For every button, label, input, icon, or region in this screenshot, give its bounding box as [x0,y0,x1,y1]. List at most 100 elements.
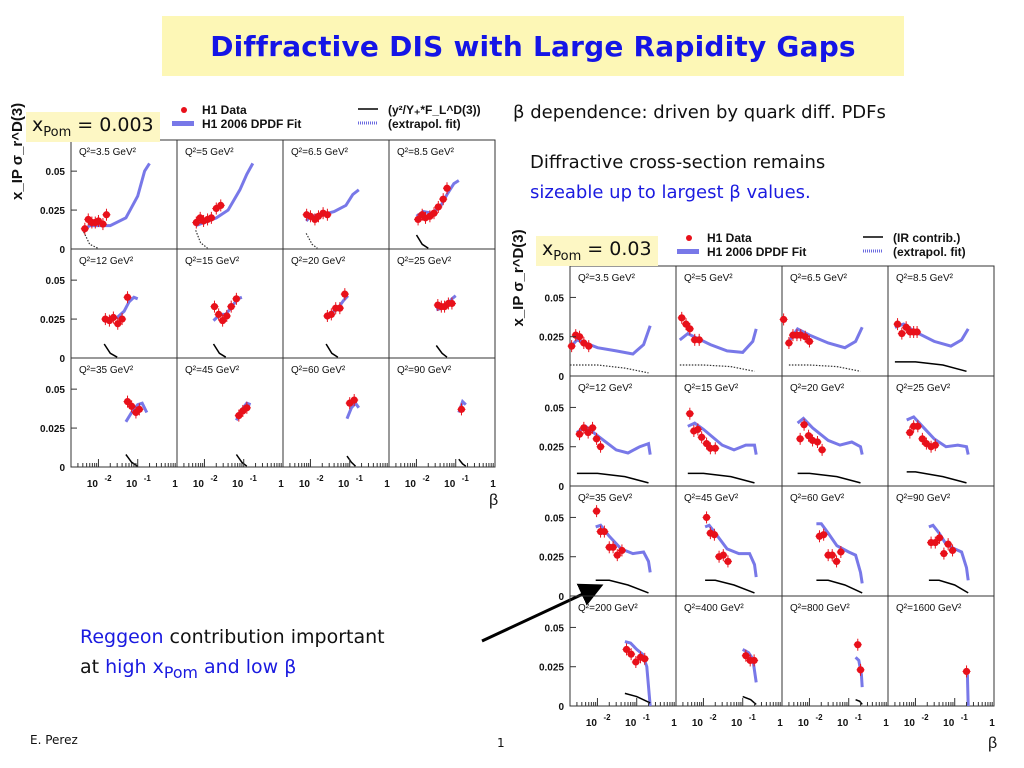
panel: Q²=20 GeV² [781,375,889,487]
panel-q2-label: Q²=90 GeV² [397,365,452,376]
data-point [742,652,750,660]
panel-q2-label: Q²=8.5 GeV² [397,147,455,158]
legend-fit-band [677,249,699,254]
data-point [780,315,788,324]
data-point [694,425,702,434]
panel: Q²=3.5 GeV² 0 0.025 0.05 [539,265,677,383]
data-point [327,310,335,318]
data-point [448,299,456,308]
x-tick-label: 10 [943,718,955,729]
data-point [575,333,584,341]
reggeon-word: Reggeon [80,626,164,648]
ir-contribution-curve [83,231,99,250]
data-point [585,342,593,350]
data-point [944,540,952,548]
reggeon-rest: contribution important [163,626,385,648]
y-tick-label: 0 [558,372,564,383]
ir-contribution-curve [305,233,318,249]
panel-q2-label: Q²=200 GeV² [578,603,638,614]
x-tick-label: 10 [299,479,311,490]
xpom-label-left: xPom = 0.003 [26,112,160,142]
x-tick-label: 10 [444,479,456,490]
ir-contribution-curve [687,472,755,484]
reggeon-annotation: Reggeon contribution important at high x… [80,622,385,688]
data-point [584,428,592,437]
data-point [632,658,640,666]
panel: Q²=15 GeV² [176,248,284,359]
legend-label: H1 2006 DPDF Fit [707,245,806,259]
ir-contribution-curve [906,471,967,484]
panel: Q²=45 GeV² [675,485,783,597]
panel: Q²=45 GeV² 10 -2 10 -1 1 [176,357,284,490]
data-point [618,546,626,555]
data-point [686,325,694,333]
data-point [719,551,727,559]
y-tick-label: 0 [558,702,564,713]
x-tick-label: 1 [883,718,889,729]
x-tick-exponent: -2 [921,713,929,722]
panel-q2-label: Q²=20 GeV² [790,383,845,394]
ir-contribution-curve [325,343,339,358]
panel: Q²=8.5 GeV² [388,139,496,250]
fit-curve [928,523,970,581]
legend-label: H1 2006 DPDF Fit [202,117,301,131]
x-tick-label: 1 [278,479,284,490]
ir-contribution-curve [235,454,248,467]
panel-q2-label: Q²=15 GeV² [684,383,739,394]
data-point [698,433,706,441]
y-tick-label: 0.025 [539,333,564,344]
data-point [641,655,649,663]
footer-page-number: 1 [497,736,505,750]
fit-curve [624,640,652,707]
panel-q2-label: Q²=35 GeV² [79,365,134,376]
data-point [135,405,143,413]
ir-contribution-curve [435,345,448,358]
data-point [580,424,588,432]
fit-curve [965,674,970,707]
reggeon-annotation-line2: at high xPom and low β [80,652,385,688]
data-point [962,667,971,676]
x-tick-label: 1 [777,718,783,729]
data-point [805,337,814,346]
y-tick-label: 0 [59,245,65,256]
data-point [207,214,215,222]
fit-curve [704,523,758,578]
bullet-beta-dependence: β dependence: driven by quark diff. PDFs [513,102,886,123]
panel-q2-label: Q²=800 GeV² [790,603,850,614]
ir-contribution-curve [595,579,649,594]
legend-label: (extrapol. fit) [388,117,461,131]
panel: Q²=35 GeV² 0 0.025 0.05 10 -2 10 -1 1 [40,357,178,490]
data-point [914,422,922,430]
ir-contribution-curve [928,579,969,594]
data-point [336,304,344,312]
x-tick-exponent: -2 [603,713,611,722]
ir-contribution-curve [679,364,755,372]
legend-label: H1 Data [202,103,247,117]
y-tick-label: 0.05 [545,403,565,414]
y-tick-label: 0 [558,592,564,603]
x-tick-label: 10 [405,479,417,490]
panel: Q²=5 GeV² [675,265,783,377]
data-point [948,546,957,555]
x-tick-exponent: -1 [356,474,364,483]
y-tick-label: 0.025 [40,424,65,435]
data-point [898,329,906,338]
ir-contribution-curve [458,458,467,467]
data-point [568,342,576,350]
data-point [323,211,331,219]
y-tick-label: 0.025 [539,663,564,674]
x-tick-exponent: -1 [749,713,757,722]
panel-q2-label: Q²=5 GeV² [185,147,234,158]
x-tick-label: 10 [586,718,598,729]
data-point [613,551,621,559]
y-axis-label: x_IP σ_r^D(3) [510,229,527,326]
y-tick-label: 0.05 [46,167,66,178]
x-tick-exponent: -2 [210,474,218,483]
data-point [893,320,902,328]
y-tick-label: 0.05 [46,276,66,287]
panel: Q²=15 GeV² [675,375,783,487]
x-tick-label: 10 [798,718,810,729]
ir-contribution-curve [570,364,649,374]
panel: Q²=3.5 GeV² 0 0.025 0.05 [40,139,178,256]
panel-q2-label: Q²=3.5 GeV² [578,273,636,284]
